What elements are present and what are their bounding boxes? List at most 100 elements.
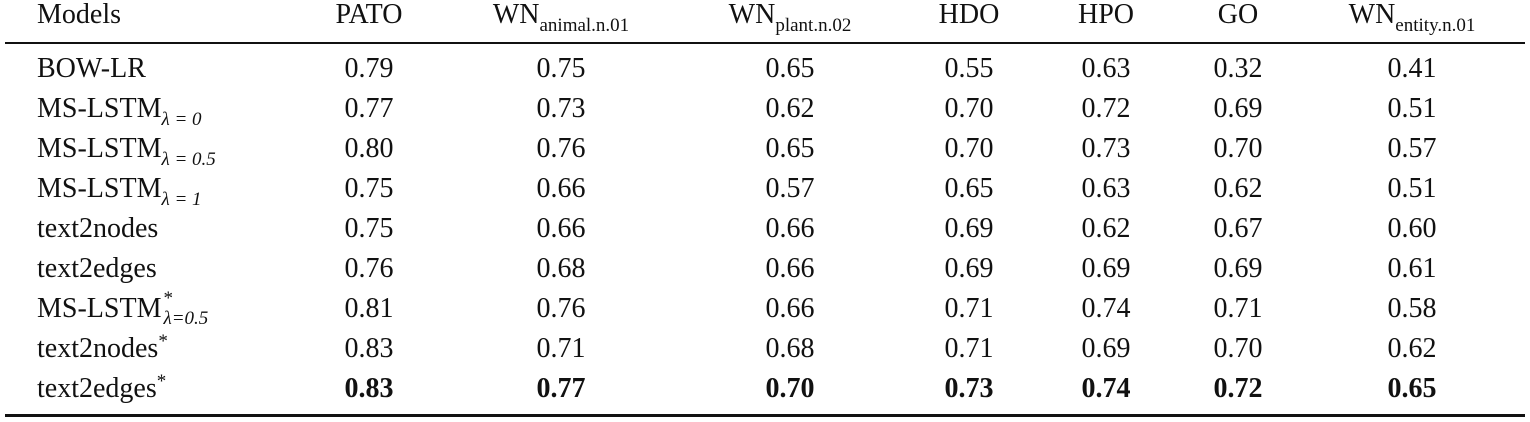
header-models: Models [37, 0, 121, 30]
table-cell-value: 0.76 [536, 133, 586, 164]
table-cell-value: 0.74 [1081, 373, 1131, 404]
table-cell-value: 0.71 [536, 333, 586, 364]
header-wn-plant: WNplant.n.02 [729, 0, 852, 35]
table-cell-value: 0.72 [1213, 373, 1263, 404]
row-model-name: text2edges* [37, 369, 166, 409]
header-wn-entity: WNentity.n.01 [1349, 0, 1476, 35]
table-cell-value: 0.65 [1387, 373, 1437, 404]
table-cell-value: 0.71 [944, 293, 994, 324]
header-wn-plant-sub: plant.n.02 [775, 15, 852, 36]
table-cell-value: 0.66 [536, 213, 586, 244]
table-bottom-rule [5, 414, 1525, 417]
table-cell-value: 0.81 [344, 293, 394, 324]
table-cell-value: 0.83 [344, 333, 394, 364]
table-cell-value: 0.65 [944, 173, 994, 204]
table-cell-value: 0.66 [536, 173, 586, 204]
table-cell-value: 0.83 [344, 373, 394, 404]
table-cell-value: 0.66 [765, 293, 815, 324]
table-cell-value: 0.77 [344, 93, 394, 124]
table-cell-value: 0.57 [1387, 133, 1437, 164]
table-cell-value: 0.79 [344, 53, 394, 84]
table-cell-value: 0.69 [1081, 253, 1131, 284]
table-cell-value: 0.73 [1081, 133, 1131, 164]
table-cell-value: 0.63 [1081, 53, 1131, 84]
table-cell-value: 0.55 [944, 53, 994, 84]
table-cell-value: 0.65 [765, 133, 815, 164]
table-cell-value: 0.70 [1213, 333, 1263, 364]
table-cell-value: 0.60 [1387, 213, 1437, 244]
header-wn-entity-main: WN [1348, 0, 1396, 30]
model-subscript: λ=0.5 [163, 308, 209, 329]
table-top-rule [5, 42, 1525, 44]
table-cell-value: 0.63 [1081, 173, 1131, 204]
model-label: text2edges [37, 373, 157, 404]
table-cell-value: 0.74 [1081, 293, 1131, 324]
model-superscript: * [158, 331, 168, 352]
table-cell-value: 0.69 [944, 253, 994, 284]
table-cell-value: 0.57 [765, 173, 815, 204]
table-cell-value: 0.69 [1081, 333, 1131, 364]
table-cell-value: 0.70 [944, 133, 994, 164]
table-cell-value: 0.41 [1387, 53, 1437, 84]
table-cell-value: 0.71 [944, 333, 994, 364]
table-cell-value: 0.62 [1213, 173, 1263, 204]
table-cell-value: 0.69 [1213, 93, 1263, 124]
table-cell-value: 0.70 [765, 373, 815, 404]
model-subscript: λ = 0.5 [161, 149, 216, 170]
table-cell-value: 0.72 [1081, 93, 1131, 124]
model-label: MS-LSTM [37, 133, 162, 164]
row-model-name: BOW-LR [37, 49, 146, 89]
header-pato: PATO [335, 0, 403, 30]
row-model-name: text2edges [37, 249, 157, 289]
table-cell-value: 0.75 [344, 213, 394, 244]
table-cell-value: 0.76 [536, 293, 586, 324]
table-cell-value: 0.66 [765, 253, 815, 284]
model-label: text2nodes [37, 333, 159, 364]
table-cell-value: 0.58 [1387, 293, 1437, 324]
table-cell-value: 0.73 [944, 373, 994, 404]
table-cell-value: 0.66 [765, 213, 815, 244]
header-wn-entity-sub: entity.n.01 [1395, 15, 1476, 36]
header-wn-animal: WNanimal.n.01 [493, 0, 629, 35]
table-cell-value: 0.80 [344, 133, 394, 164]
model-label: MS-LSTM [37, 93, 162, 124]
row-model-name: MS-LSTM * λ=0.5 [37, 288, 251, 329]
table-cell-value: 0.69 [1213, 253, 1263, 284]
model-label: MS-LSTM [37, 293, 162, 324]
table-cell-value: 0.51 [1387, 173, 1437, 204]
table-cell-value: 0.62 [765, 93, 815, 124]
model-superscript: * [156, 371, 167, 392]
model-label: text2edges [37, 253, 157, 284]
row-model-name: text2nodes* [37, 329, 168, 369]
header-go: GO [1217, 0, 1259, 30]
table-cell-value: 0.77 [536, 373, 586, 404]
table-cell-value: 0.70 [944, 93, 994, 124]
header-hpo: HPO [1077, 0, 1135, 30]
table-cell-value: 0.51 [1387, 93, 1437, 124]
table-cell-value: 0.68 [765, 333, 815, 364]
table-cell-value: 0.76 [344, 253, 394, 284]
row-model-name: MS-LSTMλ = 0 [37, 89, 202, 129]
model-label: text2nodes [37, 213, 159, 244]
table-cell-value: 0.67 [1213, 213, 1263, 244]
header-wn-animal-sub: animal.n.01 [539, 15, 630, 36]
model-subscript: λ = 0 [161, 109, 202, 130]
table-cell-value: 0.65 [765, 53, 815, 84]
table-cell-value: 0.70 [1213, 133, 1263, 164]
model-label: MS-LSTM [37, 173, 162, 204]
table-cell-value: 0.62 [1081, 213, 1131, 244]
table-cell-value: 0.75 [536, 53, 586, 84]
table-cell-value: 0.68 [536, 253, 586, 284]
row-model-name: text2nodes [37, 209, 158, 249]
table-cell-value: 0.71 [1213, 293, 1263, 324]
model-label: BOW-LR [37, 53, 146, 84]
model-superscript: * [163, 288, 173, 309]
row-model-name: MS-LSTMλ = 0.5 [37, 129, 216, 169]
header-wn-plant-main: WN [728, 0, 776, 30]
header-wn-animal-main: WN [492, 0, 540, 30]
model-subscript: λ = 1 [161, 189, 202, 210]
row-model-name: MS-LSTMλ = 1 [37, 169, 202, 209]
table-cell-value: 0.73 [536, 93, 586, 124]
header-hdo: HDO [938, 0, 1000, 30]
table-cell-value: 0.61 [1387, 253, 1437, 284]
